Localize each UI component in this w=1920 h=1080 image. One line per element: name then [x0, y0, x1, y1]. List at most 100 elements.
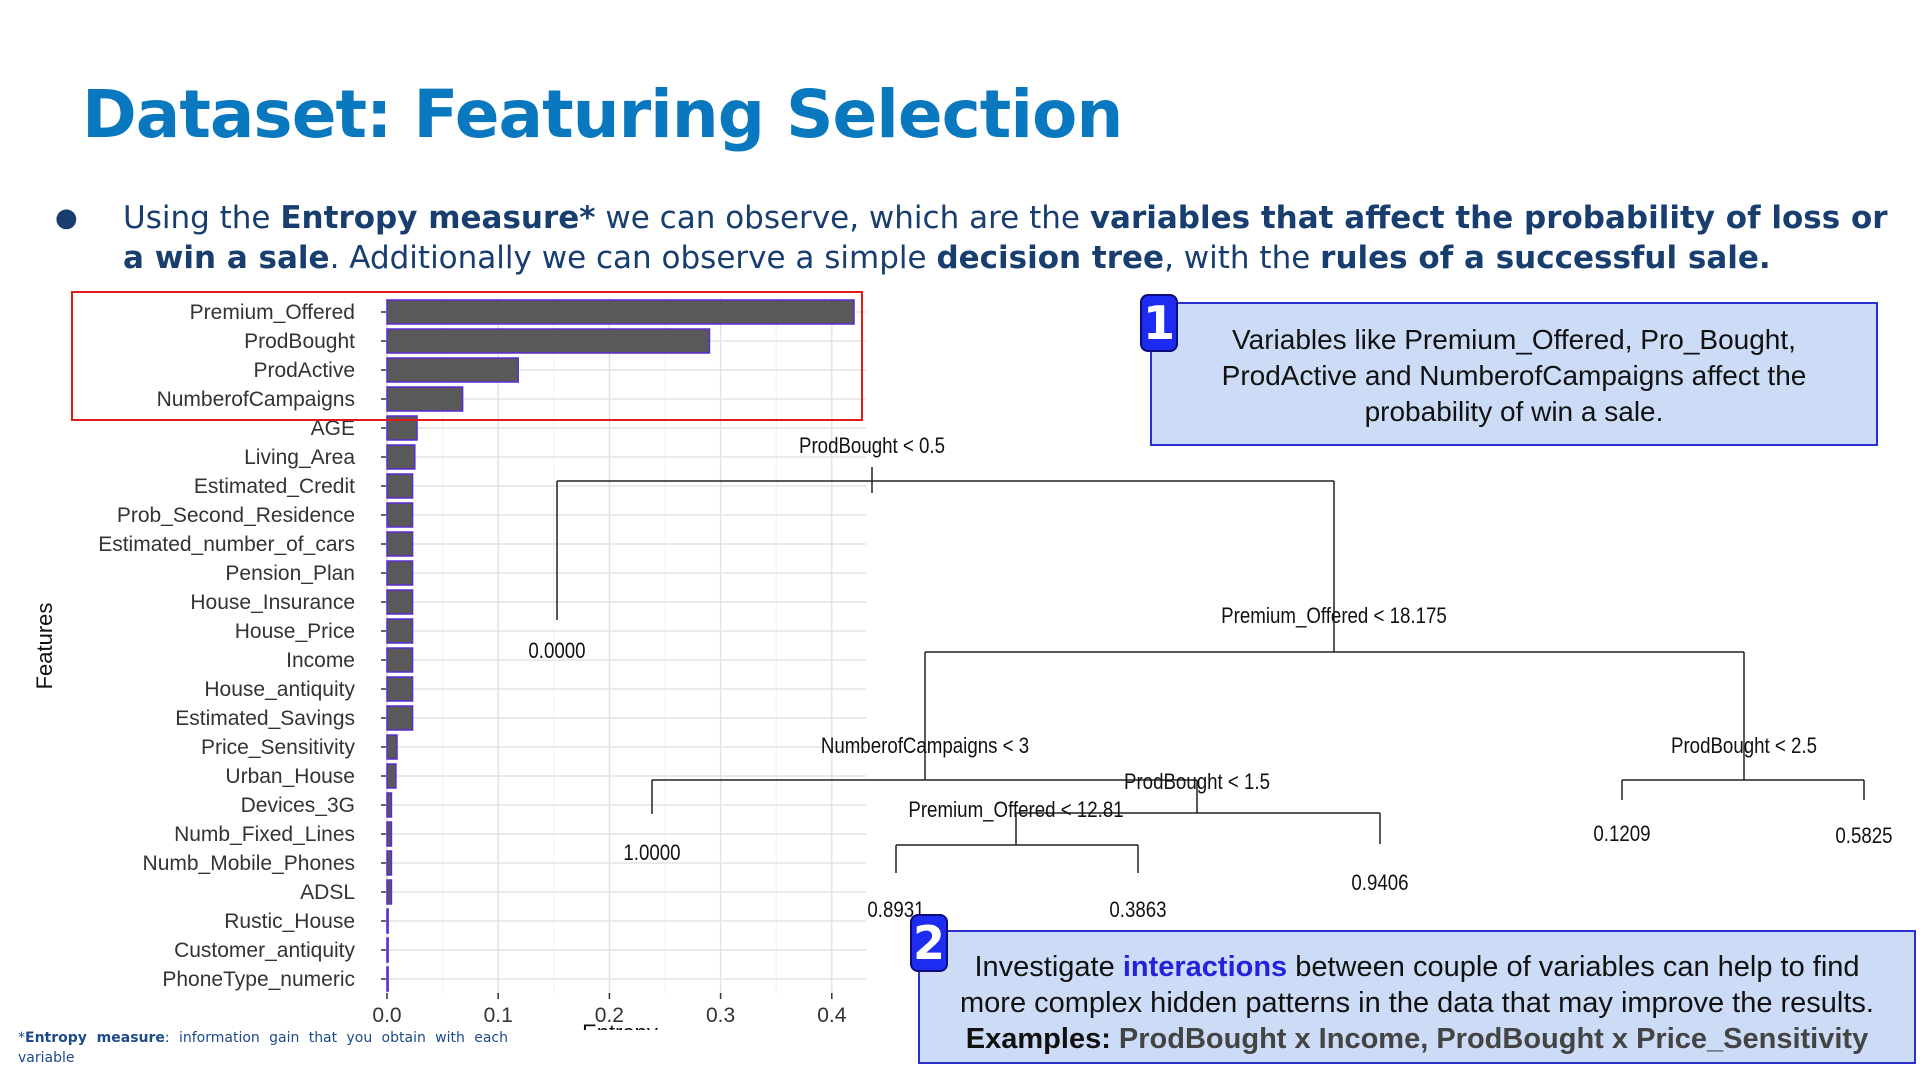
entropy-bar-chart: Premium_Offered ProdBought ProdActive Numbe… [32, 291, 867, 1030]
bullet-bold-entropy: Entropy measure* [280, 200, 596, 236]
bar [386, 821, 393, 847]
y-tick-label: PhoneType_numeric [162, 968, 355, 991]
x-tick-label: 0.1 [484, 1004, 513, 1027]
y-tick-label: Urban_House [225, 765, 355, 788]
callout-line: more complex hidden patterns in the data… [960, 987, 1874, 1019]
y-tick-label: NumberofCampaigns [157, 388, 355, 411]
y-tick-label: Living_Area [244, 446, 355, 469]
bar [386, 531, 414, 557]
tree-leaf-label: 0.5825 [1835, 825, 1892, 849]
tree-split-label: NumberofCampaigns < 3 [821, 735, 1029, 759]
y-tick-label: AGE [311, 417, 355, 440]
y-tick-label: Estimated_number_of_cars [98, 533, 355, 556]
bars-group [386, 299, 855, 992]
tree-leaf-label: 1.0000 [623, 842, 680, 866]
tree-split-label: ProdBought < 0.5 [799, 435, 945, 459]
bar [386, 618, 414, 644]
bar [386, 937, 389, 963]
bar [386, 386, 464, 412]
tree-split-label: Premium_Offered < 12.81 [908, 799, 1123, 823]
bar [386, 763, 397, 789]
x-tick-label: 0.0 [372, 1004, 401, 1027]
bullet-bold-tree: decision tree [936, 240, 1165, 276]
y-axis-title: Features [32, 603, 57, 690]
callout-line: Examples: ProdBought x Income, ProdBough… [920, 1021, 1914, 1057]
y-tick-label: Devices_3G [241, 794, 355, 817]
bar [386, 908, 389, 934]
y-tick-label: Price_Sensitivity [201, 736, 356, 759]
y-tick-label: Customer_antiquity [174, 939, 355, 962]
callout-line: Variables like Premium_Offered, Pro_Boug… [1232, 324, 1796, 355]
y-tick-label: House_Price [235, 620, 355, 643]
tree-split-label: Premium_Offered < 18.175 [1221, 605, 1447, 629]
bar [386, 850, 393, 876]
callout-text-part: between couple of variables can help to … [1287, 951, 1860, 983]
y-tick-label: ProdBought [244, 330, 355, 353]
y-tick-label: Prob_Second_Residence [117, 504, 355, 527]
y-tick-label: Income [286, 649, 355, 672]
x-tick-label: 0.4 [817, 1004, 847, 1027]
x-tick-labels: 0.0 0.1 0.2 0.3 0.4 [372, 993, 847, 1027]
bar [386, 473, 414, 499]
x-tick-label: 0.3 [706, 1004, 735, 1027]
y-tick-label: ADSL [300, 881, 355, 904]
bar [386, 328, 711, 354]
bullet-text-part: , with the [1164, 240, 1321, 276]
bullet-dot-icon: ● [55, 203, 78, 233]
bar [386, 647, 414, 673]
bar [386, 299, 855, 325]
tree-leaf-label: 0.8931 [867, 899, 924, 923]
callout-line: probability of win a sale. [1364, 396, 1664, 427]
tree-leaf-label: 0.1209 [1593, 823, 1650, 847]
x-tick-label: 0.2 [595, 1004, 624, 1027]
y-tick-label: Rustic_House [224, 910, 355, 933]
y-tick-label: Estimated_Credit [194, 475, 355, 498]
bar [386, 879, 393, 905]
y-tick-label: House_antiquity [204, 678, 355, 701]
number-badge-1: 1 [1140, 294, 1178, 352]
bullet-text-part: . Additionally we can observe a simple [329, 240, 937, 276]
callout-highlight: interactions [1122, 951, 1288, 983]
page-title: Dataset: Featuring Selection [82, 76, 1123, 153]
tree-leaf-label: 0.3863 [1109, 899, 1166, 923]
bullet-text: Using the Entropy measure* we can observ… [123, 198, 1895, 278]
y-tick-label: Premium_Offered [190, 301, 355, 324]
bar [386, 705, 414, 731]
callout-variables: Variables like Premium_Offered, Pro_Boug… [1150, 302, 1878, 446]
bar [386, 966, 389, 992]
examples-value: ProdBought x Income, ProdBought x Price_… [1118, 1023, 1869, 1055]
tree-split-label: ProdBought < 1.5 [1124, 771, 1270, 795]
bullet-bold-variables: variables that affect the probability of… [123, 200, 1888, 276]
footnote-bold: Entropy measure [25, 1030, 165, 1046]
number-badge-2: 2 [910, 914, 948, 972]
tree-split-label: ProdBought < 2.5 [1671, 735, 1817, 759]
examples-label: Examples: [965, 1023, 1119, 1055]
y-tick-label: ProdActive [253, 359, 355, 382]
bullet-text-part: we can observe, which are the [595, 200, 1090, 236]
bullet-bold-rules: rules of a successful sale. [1320, 240, 1771, 276]
intro-bullet: ● Using the Entropy measure* we can obse… [55, 198, 1895, 278]
y-tick-label: Estimated_Savings [175, 707, 355, 730]
bar [386, 560, 414, 586]
footnote-text: : information gain that you obtain with … [18, 1030, 508, 1066]
callout-text-part: Investigate [974, 951, 1123, 983]
highlight-box [71, 291, 863, 421]
callout-interactions: Investigate interactions between couple … [918, 930, 1916, 1064]
bar [386, 734, 398, 760]
callout-line: Investigate interactions between couple … [920, 949, 1914, 985]
tree-leaf-label: 0.9406 [1351, 872, 1408, 896]
y-tick-label: Numb_Mobile_Phones [143, 852, 355, 875]
bar [386, 589, 414, 615]
y-tick-label: Numb_Fixed_Lines [174, 823, 355, 846]
bar [386, 676, 414, 702]
bar [386, 357, 519, 383]
y-tick-label: House_Insurance [190, 591, 355, 614]
bar [386, 502, 414, 528]
bullet-text-part: Using the [123, 200, 281, 236]
bar [386, 792, 393, 818]
callout-line: ProdActive and NumberofCampaigns affect … [1221, 360, 1807, 391]
y-tick-labels: Premium_Offered ProdBought ProdActive Numbe… [98, 301, 386, 991]
footnote: *Entropy measure: information gain that … [18, 1030, 508, 1066]
y-tick-label: Pension_Plan [225, 562, 355, 585]
